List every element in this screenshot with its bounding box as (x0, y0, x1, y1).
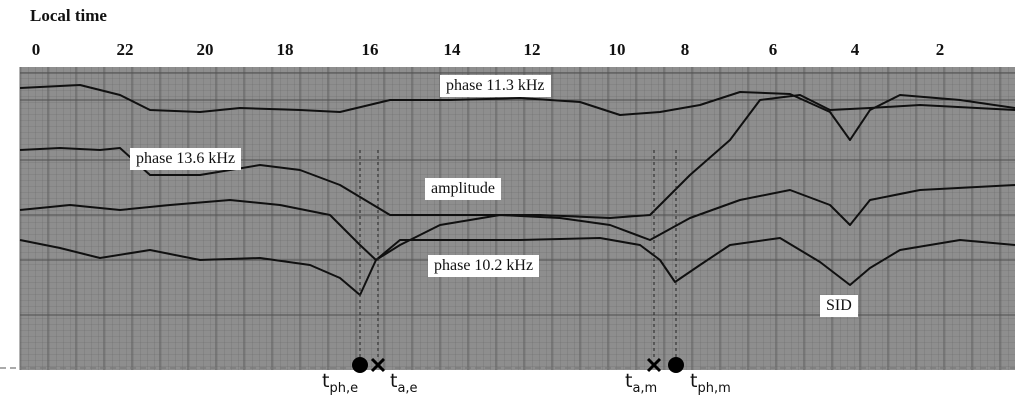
marker-dot (668, 357, 684, 373)
x-tick-label: 20 (196, 40, 214, 59)
series-label: phase 13.6 kHz (130, 148, 242, 170)
event-markers (352, 150, 684, 373)
series-label: phase 11.3 kHz (440, 75, 551, 97)
x-tick-label: 16 (361, 40, 379, 59)
x-tick-label: 4 (850, 40, 860, 59)
series-line (19, 84, 1015, 141)
series-line (19, 237, 1015, 296)
x-tick-label: 0 (31, 40, 41, 59)
marker-cross (370, 357, 386, 373)
marker-label-t-a-e: ta,e (390, 370, 418, 396)
series-label: phase 10.2 kHz (428, 255, 540, 277)
marker-label-t-ph-e: tph,e (322, 370, 359, 396)
marker-label-t-ph-m: tph,m (690, 370, 731, 396)
x-tick-label: 14 (443, 40, 461, 59)
x-tick-label: 6 (768, 40, 778, 59)
x-tick-label: 12 (523, 40, 541, 59)
annotation-sid: SID (820, 295, 858, 317)
marker-cross (646, 357, 662, 373)
marker-label-t-a-m: ta,m (625, 370, 658, 396)
x-tick-label: 22 (116, 40, 134, 59)
marker-dot (352, 357, 368, 373)
x-tick-label: 2 (935, 40, 945, 59)
x-tick-label: 18 (276, 40, 294, 59)
grid (20, 67, 1015, 370)
x-tick-label: 8 (680, 40, 690, 59)
series-line (19, 184, 1015, 261)
x-tick-label: 10 (608, 40, 626, 59)
series-label: amplitude (425, 178, 501, 200)
chart-title: Local time (30, 6, 107, 25)
